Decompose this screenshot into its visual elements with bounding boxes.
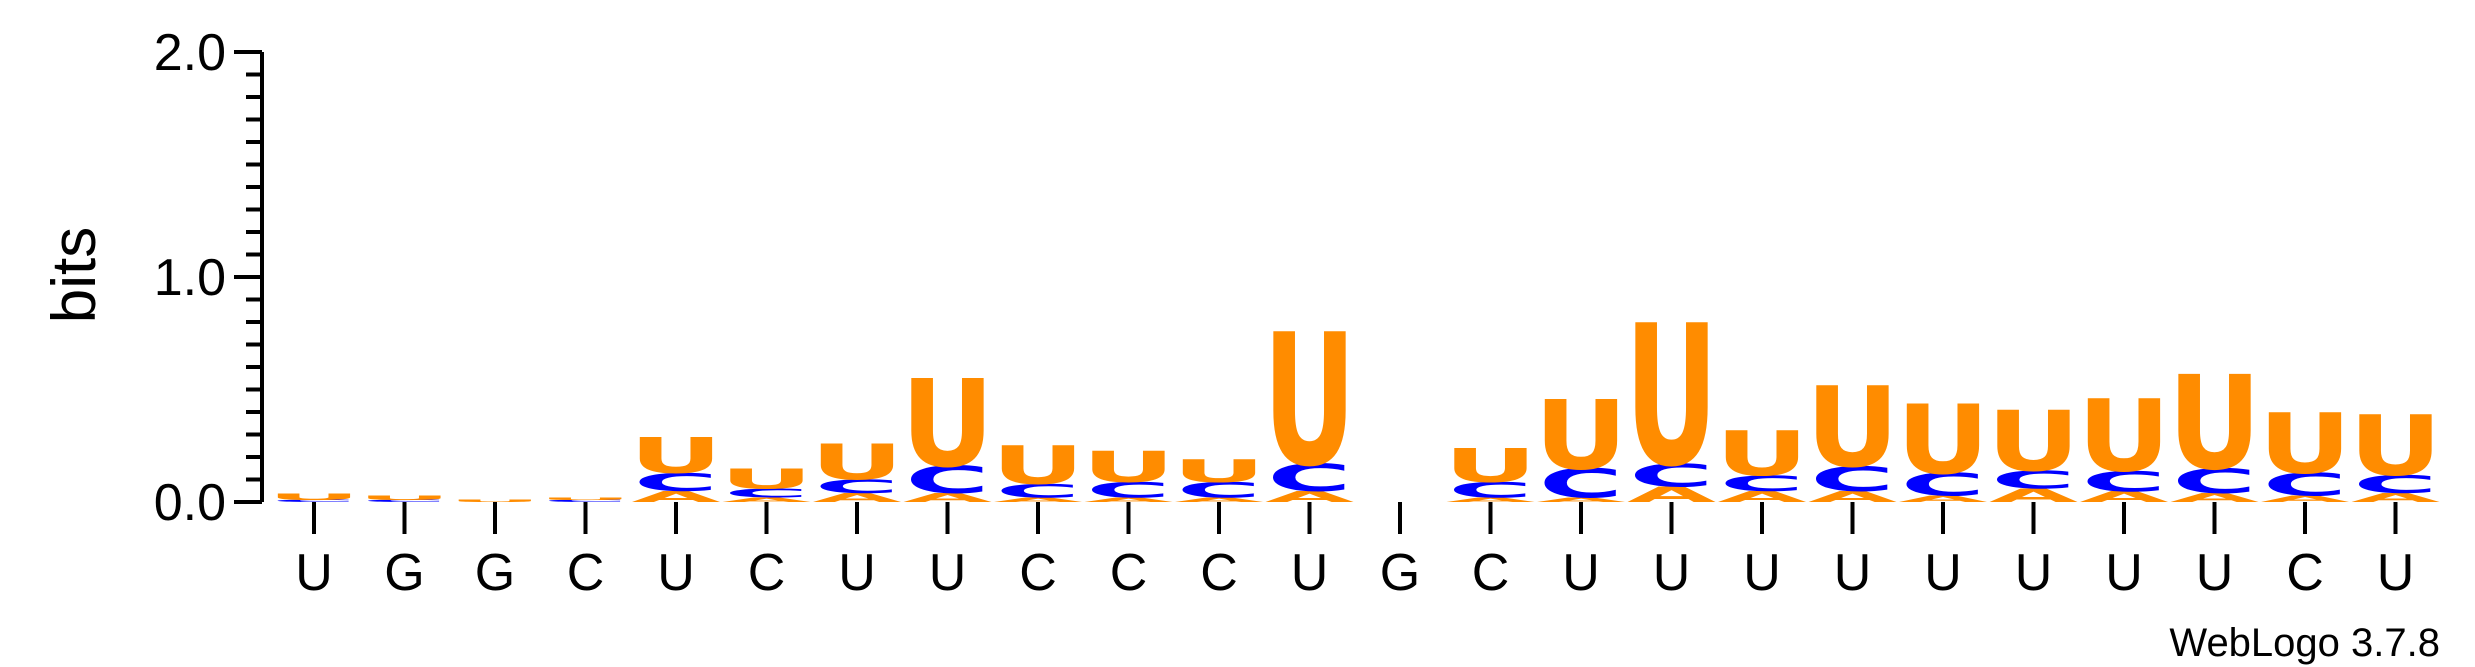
logo-letter-u: U (1263, 295, 1356, 507)
logo-letter-a: A (1989, 485, 2078, 506)
logo-letter-a: A (993, 496, 1082, 503)
logo-letter-a: A (2170, 491, 2259, 505)
x-tick-label: U (2105, 544, 2143, 602)
x-tick-label: C (748, 544, 786, 602)
x-tick-label: C (567, 544, 605, 602)
logo-letter-u: U (1625, 284, 1718, 510)
logo-letter-a: A (1536, 496, 1625, 503)
x-tick-label: C (1472, 544, 1510, 602)
logo-letter-c: C (1267, 457, 1351, 500)
logo-letter-c: C (362, 499, 446, 503)
logo-letter-u: U (1444, 439, 1537, 493)
logo-letter-c: C (2353, 470, 2437, 499)
logo-letter-a: A (631, 488, 721, 506)
x-tick-label: U (929, 544, 967, 602)
logo-letter-c: C (634, 468, 718, 497)
logo-letter-c: C (2263, 467, 2347, 503)
x-tick-label: G (475, 544, 515, 602)
logo-letter-a: A (1898, 494, 1987, 505)
logo-letter-u: U (1987, 393, 2080, 490)
x-tick-label: U (1653, 544, 1691, 602)
logo-letter-u: U (1534, 380, 1627, 491)
x-tick-label: U (1562, 544, 1600, 602)
y-axis-title: bits (40, 227, 109, 323)
x-tick-label: U (2015, 544, 2053, 602)
x-tick-label: C (1019, 544, 1057, 602)
x-tick-label: C (1110, 544, 1148, 602)
logo-letter-c: C (996, 481, 1080, 502)
logo-letter-u: U (1896, 384, 1989, 495)
x-tick-label: G (384, 544, 424, 602)
logo-letter-a: A (2079, 488, 2169, 506)
logo-letter-c: C (1720, 471, 1804, 496)
logo-letter-u: U (539, 497, 632, 501)
logo-letter-a: A (722, 496, 811, 503)
x-tick-label: U (1924, 544, 1962, 602)
logo-letter-c: C (1448, 477, 1532, 502)
logo-letter-a: A (1446, 496, 1535, 503)
logo-letter-u: U (810, 434, 903, 491)
logo-letter-u: U (267, 491, 360, 502)
x-tick-label: U (838, 544, 876, 602)
x-tick-label: U (657, 544, 695, 602)
logo-letter-c: C (1086, 477, 1170, 502)
logo-letter-a: A (812, 491, 901, 505)
logo-letter-a: A (1717, 488, 1807, 506)
logo-letter-u: U (720, 463, 813, 495)
logo-letter-c: C (1629, 458, 1713, 494)
x-tick-label: U (1834, 544, 1872, 602)
logo-letter-c: C (2082, 465, 2166, 497)
logo-letter-c: C (543, 499, 627, 503)
logo-letter-c: C (905, 459, 989, 502)
x-tick-label: C (2286, 544, 2324, 602)
logo-letter-a: A (1174, 496, 1263, 503)
x-tick-label: U (1291, 544, 1329, 602)
y-tick-label: 2.0 (154, 24, 226, 82)
logo-letter-c: C (1539, 461, 1623, 508)
logo-letter-a: A (2260, 494, 2349, 505)
logo-letter-a: A (1265, 488, 1355, 506)
logo-letter-u: U (1172, 453, 1265, 489)
logo-letter-c: C (815, 476, 899, 497)
logo-letter-u: U (2258, 396, 2351, 493)
x-tick-label: U (2196, 544, 2234, 602)
logo-letter-u: U (1082, 442, 1175, 492)
x-tick-label: G (1380, 544, 1420, 602)
weblogo-credit: WebLogo 3.7.8 (2169, 621, 2440, 665)
logo-letter-a: A (1084, 496, 1173, 503)
logo-letter-u: U (901, 355, 994, 495)
logo-letter-c: C (1901, 467, 1985, 503)
logo-letter-c: C (1810, 460, 1894, 500)
logo-letter-a: A (1627, 482, 1716, 507)
x-tick-label: U (2377, 544, 2415, 602)
x-tick-label: C (1200, 544, 1238, 602)
logo-letter-a: A (1808, 488, 1898, 506)
logo-letter-u: U (358, 494, 451, 501)
x-tick-label: U (1743, 544, 1781, 602)
logo-letter-c: C (1991, 466, 2075, 495)
logo-letter-c: C (2172, 462, 2256, 502)
logo-letter-u: U (2349, 398, 2442, 495)
logo-letter-a: A (2351, 491, 2440, 505)
y-axis: 0.0 1.0 2.0 (154, 24, 264, 532)
logo-letter-u: U (1715, 418, 1808, 490)
y-tick-label: 1.0 (154, 249, 226, 307)
logo-letter-u: U (991, 436, 1084, 497)
logo-letter-u: U (1806, 363, 1899, 493)
logo-letter-u: U (448, 499, 541, 503)
logo-letter-c: C (1177, 477, 1261, 502)
logo-letter-u: U (2077, 380, 2170, 494)
logo-letter-c: C (272, 499, 356, 503)
y-tick-label: 0.0 (154, 474, 226, 532)
x-tick-label: U (295, 544, 333, 602)
logo-letter-a: A (903, 491, 992, 505)
logo-letter-u: U (2168, 348, 2261, 499)
logo-letter-u: U (629, 427, 722, 484)
logo-letter-c: C (724, 486, 808, 500)
